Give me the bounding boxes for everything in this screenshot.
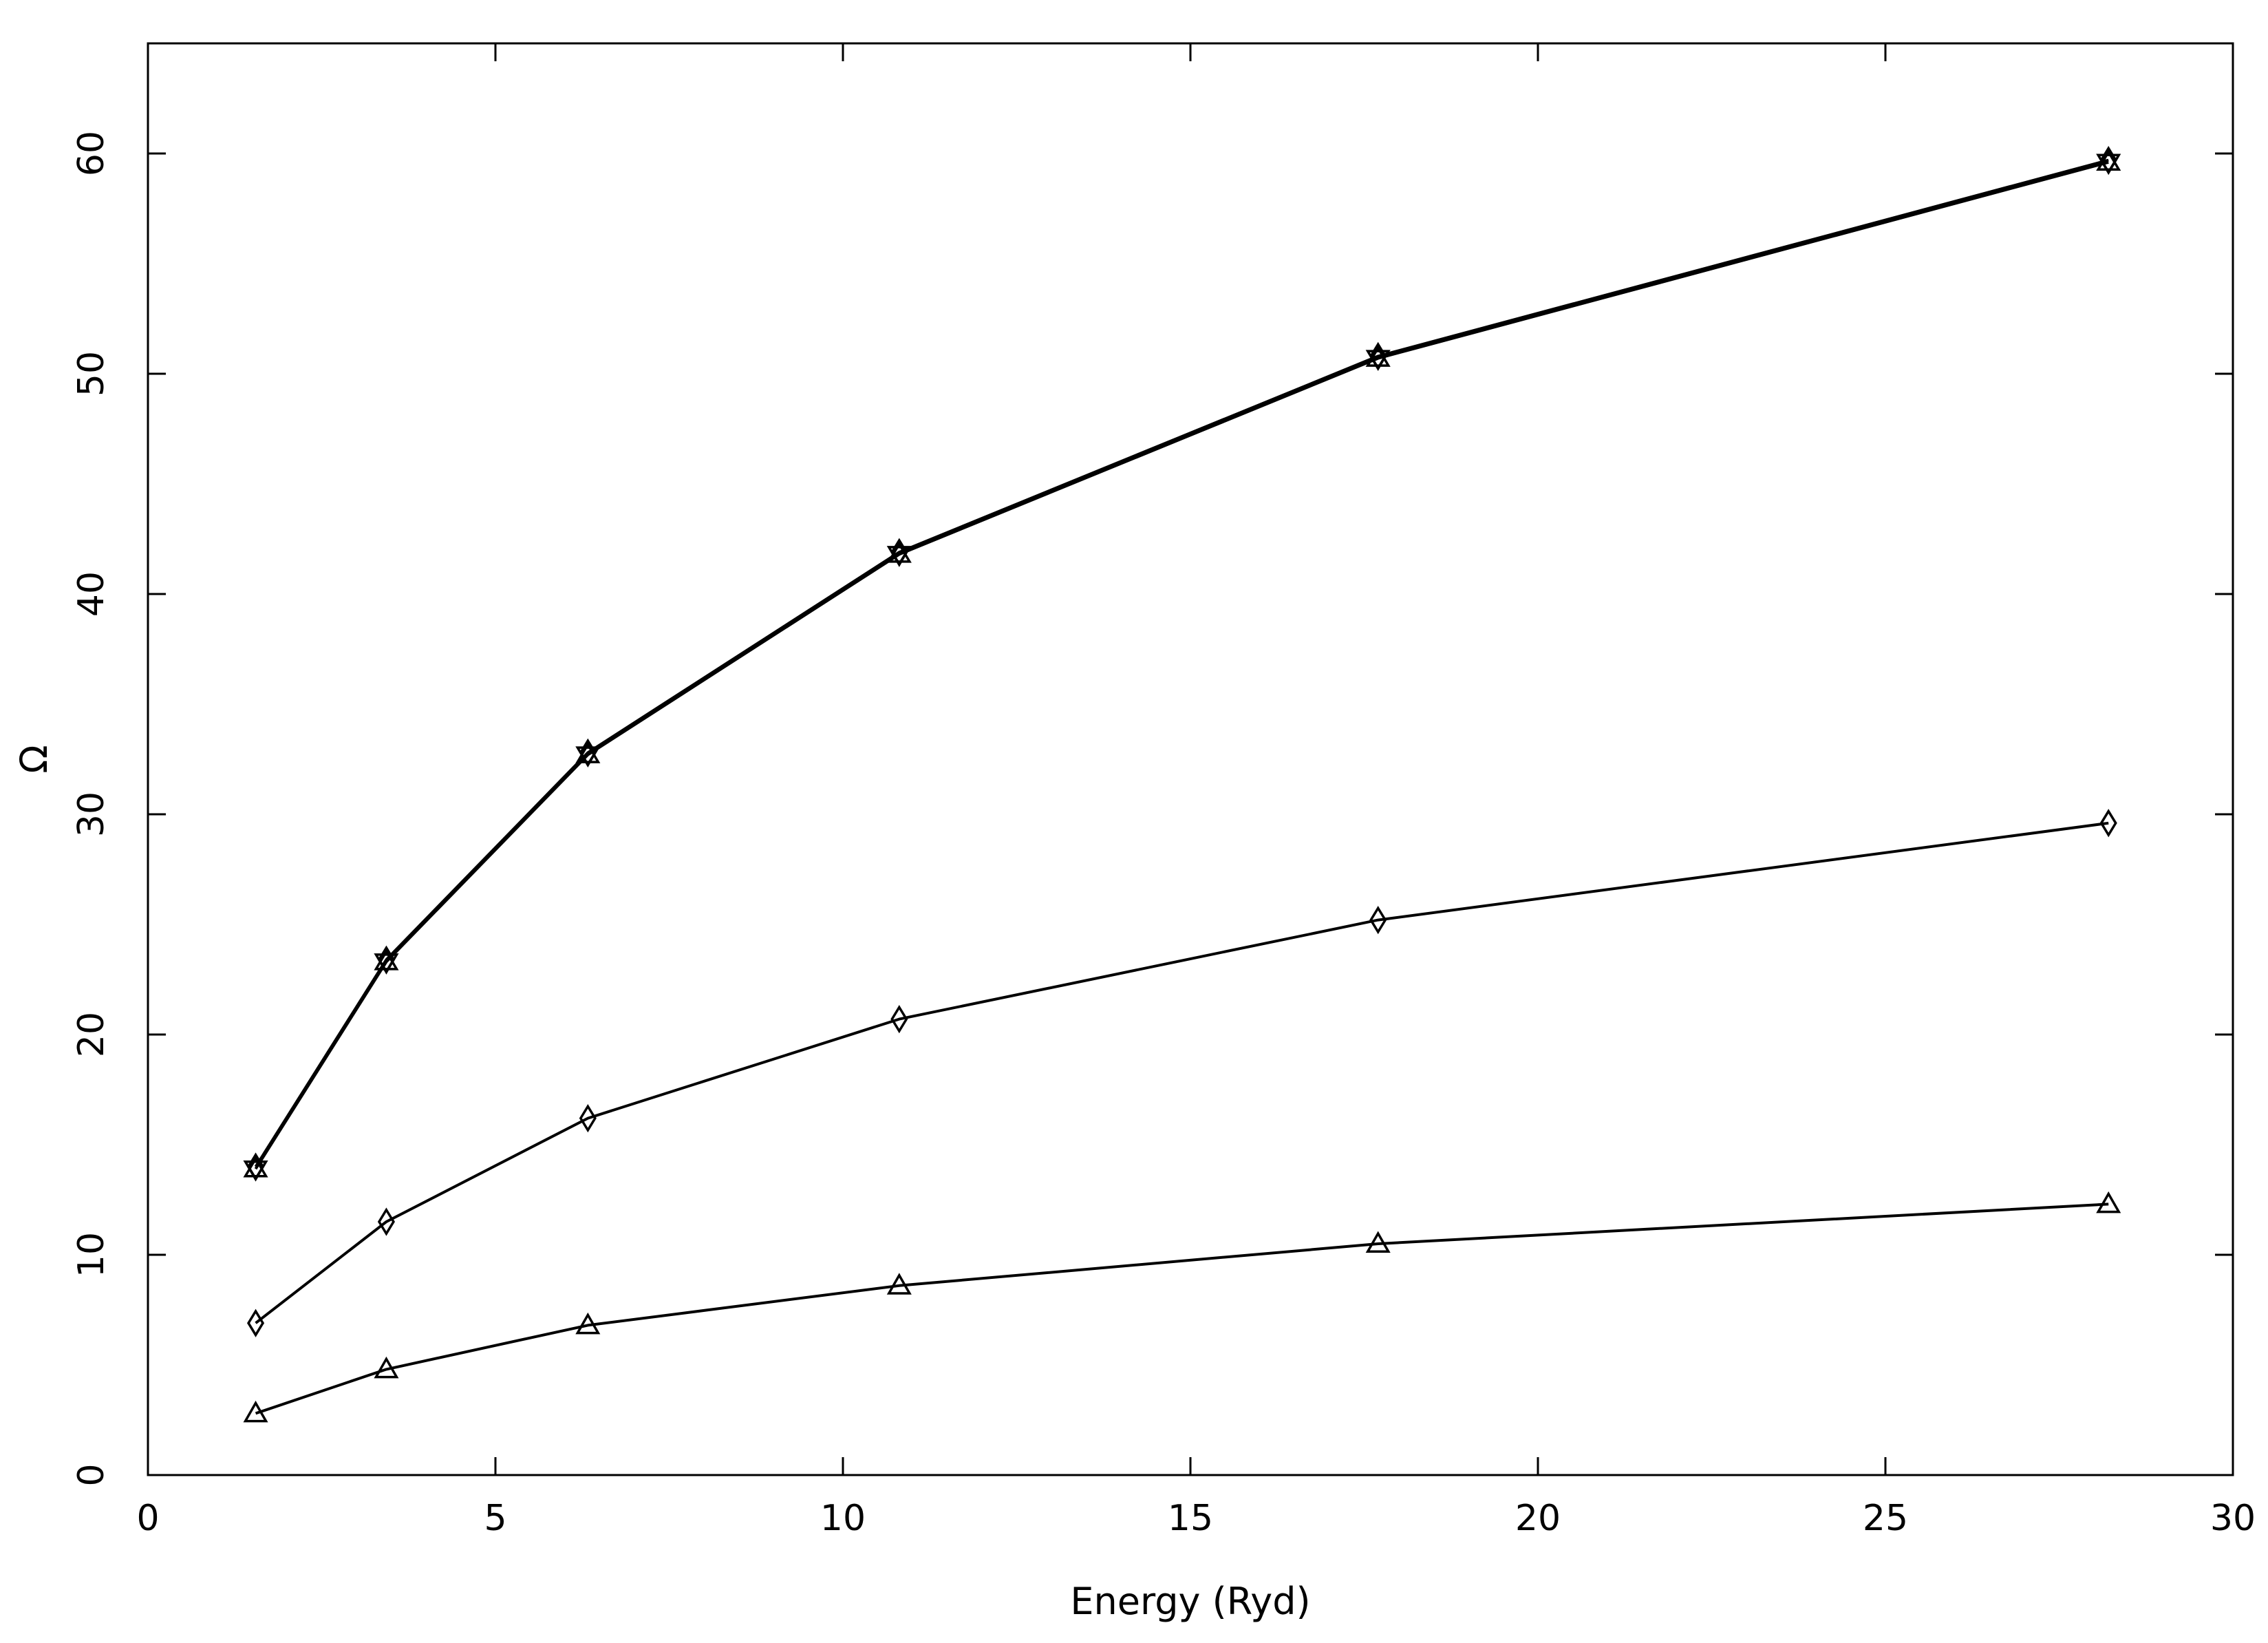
x-tick-label: 0 [136,1498,159,1539]
diamond-marker [247,1152,265,1181]
axis-ticks: 0 5 10 15 20 25 30 0 10 20 30 40 50 60 [71,43,2256,1539]
diamond-marker [377,1207,395,1236]
y-tick-label: 20 [71,1012,112,1057]
x-axis-label: Energy (Ryd) [1070,1580,1310,1623]
x-tick-label: 20 [1515,1498,1561,1539]
diamond-marker [579,1103,597,1133]
star-marker-up [374,948,399,971]
y-axis-label: Ω [12,745,56,773]
diamond-marker [1369,905,1387,935]
triangle-marker [575,1312,601,1335]
diamond-marker [890,1004,908,1034]
star-marker-up [243,1156,268,1178]
series-diamond-line [255,821,2109,1324]
series-triangle [243,1191,2121,1423]
x-tick-label: 5 [484,1498,506,1539]
series-diamond [247,809,2117,1337]
series-diamond-upper [247,145,2117,1181]
diamond-marker [890,538,908,566]
diamond-marker [2099,145,2117,175]
series-triangle-line [255,1202,2109,1415]
star-marker-up [575,742,601,763]
series-star [243,149,2121,1182]
diamond-marker [377,945,395,974]
diamond-marker [1369,341,1387,371]
y-tick-label: 0 [71,1463,112,1486]
diamond-marker [2099,809,2117,838]
series-diamond-upper-line [254,158,2109,1168]
y-tick-label: 50 [71,351,112,396]
y-tick-label: 60 [71,131,112,176]
triangle-marker [374,1356,399,1379]
series-layer [243,145,2121,1423]
triangle-marker [243,1400,268,1423]
triangle-marker [2096,1191,2121,1213]
x-tick-label: 30 [2210,1498,2256,1539]
y-tick-label: 40 [71,571,112,617]
diamond-marker [579,738,597,767]
triangle-marker [1365,1231,1391,1253]
y-tick-label: 10 [71,1232,112,1278]
series-star-line [254,160,2109,1170]
triangle-marker [886,1273,912,1295]
x-tick-label: 10 [820,1498,866,1539]
diamond-marker [247,1308,265,1337]
star-marker-up [886,541,912,563]
y-tick-label: 30 [71,792,112,837]
x-tick-label: 25 [1863,1498,1908,1539]
x-tick-label: 15 [1168,1498,1213,1539]
